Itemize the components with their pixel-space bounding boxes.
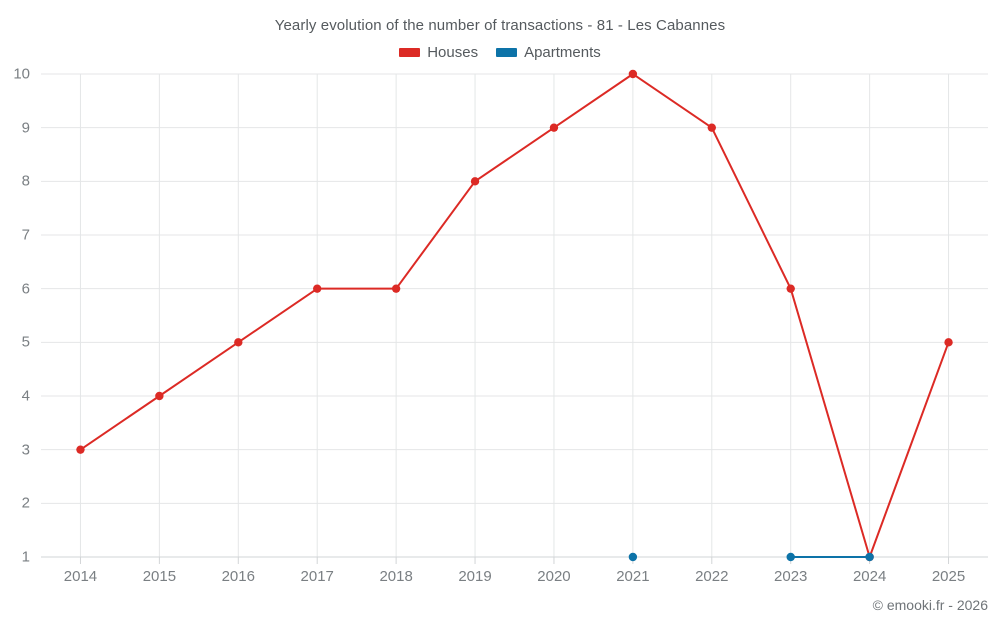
legend-swatch-apartments-icon: [496, 48, 518, 57]
data-point-houses[interactable]: [470, 177, 480, 186]
x-axis-tick-label: 2014: [63, 568, 98, 585]
chart-legend: Houses Apartments: [0, 44, 1000, 61]
legend-label-houses: Houses: [427, 44, 479, 61]
x-axis-tick-label: 2018: [379, 568, 413, 585]
footer-credit: © emooki.fr - 2026: [872, 597, 988, 613]
y-axis-tick-label: 4: [21, 387, 30, 405]
axes: [41, 556, 988, 564]
y-axis-tick-label: 2: [21, 494, 30, 512]
x-axis-tick-label: 2015: [142, 568, 177, 585]
y-axis-tick-label: 3: [21, 441, 30, 459]
data-point-apartments[interactable]: [628, 552, 638, 562]
data-point-houses[interactable]: [786, 284, 795, 293]
x-axis-tick-label: 2024: [852, 568, 887, 585]
data-point-houses[interactable]: [628, 69, 638, 79]
data-point-houses[interactable]: [76, 445, 85, 454]
x-axis-tick-label: 2016: [221, 568, 255, 585]
data-point-houses[interactable]: [313, 284, 322, 293]
series-line-houses: [79, 73, 950, 558]
data-point-houses[interactable]: [549, 123, 559, 132]
y-axis-tick-label: 6: [21, 280, 30, 298]
data-point-houses[interactable]: [944, 338, 953, 347]
series-houses: [76, 69, 953, 562]
data-point-houses[interactable]: [155, 391, 164, 401]
data-point-houses[interactable]: [707, 123, 716, 132]
legend-swatch-houses-icon: [399, 48, 421, 57]
legend-item-houses[interactable]: Houses: [399, 44, 478, 61]
data-point-apartments[interactable]: [786, 552, 795, 562]
data-point-apartments[interactable]: [865, 552, 874, 562]
legend-item-apartments[interactable]: Apartments: [496, 44, 601, 61]
x-axis-tick-label: 2025: [931, 568, 966, 585]
x-axis-tick-label: 2021: [616, 568, 650, 585]
series-apartments: [628, 552, 874, 562]
y-axis-tick-label: 9: [21, 119, 30, 137]
y-axis-tick-label: 10: [13, 65, 30, 83]
legend-label-apartments: Apartments: [524, 44, 601, 61]
x-axis-tick-label: 2017: [300, 568, 334, 585]
x-axis-tick-label: 2020: [537, 568, 571, 585]
y-axis-tick-label: 7: [21, 226, 30, 244]
x-axis-tick-label: 2019: [458, 568, 492, 585]
y-axis-tick-label: 5: [21, 333, 30, 351]
grid-lines: [41, 73, 988, 558]
y-axis-tick-label: 1: [21, 548, 30, 566]
y-axis-tick-label: 8: [21, 172, 30, 190]
data-point-houses[interactable]: [234, 338, 243, 347]
x-axis-tick-label: 2023: [774, 568, 808, 585]
chart-title: Yearly evolution of the number of transa…: [274, 17, 726, 34]
data-point-houses[interactable]: [391, 284, 401, 293]
x-axis-tick-label: 2022: [695, 568, 729, 585]
